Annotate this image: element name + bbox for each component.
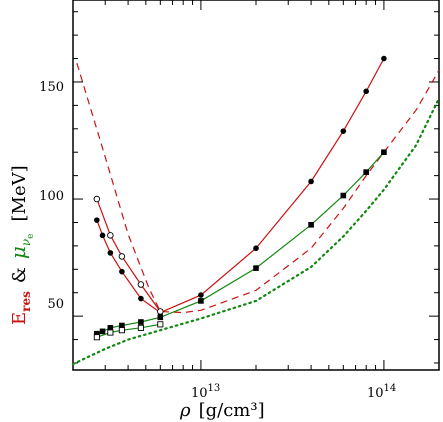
data-point-open-circle xyxy=(93,195,101,203)
plot-frame xyxy=(72,0,440,371)
y-axis-label-mu: μ xyxy=(6,246,30,259)
series-line-red-solid-filled-circles xyxy=(96,58,385,314)
y-axis-label-unit: [MeV] xyxy=(9,165,30,221)
x-axis-label-rho: ρ xyxy=(179,400,191,421)
x-tick-label-1e14: 1014 xyxy=(367,383,396,401)
data-point-filled-circle xyxy=(381,55,387,62)
series-line-green-solid-open-squares xyxy=(96,323,161,338)
data-point-filled-square xyxy=(99,328,106,335)
data-point-filled-square xyxy=(119,322,125,329)
data-point-filled-square xyxy=(308,222,314,228)
data-point-filled-square xyxy=(157,314,164,321)
axis-ticks xyxy=(72,0,440,370)
y-axis-label-res: res xyxy=(19,291,33,312)
data-point-open-circle xyxy=(118,253,126,260)
series-line-green-dotted xyxy=(71,97,441,366)
x-axis-label-unit: [g/cm³] xyxy=(199,400,265,421)
data-point-filled-circle xyxy=(308,178,314,185)
x-tick-mantissa-1e13: 10 xyxy=(191,386,208,401)
data-point-filled-square xyxy=(381,149,387,156)
y-tick-label-100: 100 xyxy=(39,189,64,204)
data-point-filled-square xyxy=(94,330,100,337)
x-tick-label-1e13: 1013 xyxy=(191,383,220,401)
data-point-filled-circle xyxy=(253,245,259,252)
data-point-filled-circle xyxy=(198,292,204,298)
data-point-filled-square xyxy=(138,319,144,325)
data-point-filled-circle xyxy=(138,295,144,302)
series-line-red-dashed xyxy=(76,63,440,314)
data-point-filled-circle xyxy=(99,232,106,239)
data-point-open-square xyxy=(118,327,125,334)
data-point-filled-circle xyxy=(363,88,369,95)
data-point-filled-square xyxy=(107,325,114,331)
data-point-filled-square xyxy=(363,169,369,175)
series-line-red-solid-open-circles xyxy=(96,198,161,312)
data-point-filled-square xyxy=(198,298,204,304)
y-axis-label-nu-sub: e xyxy=(26,233,36,238)
y-tick-label-50: 50 xyxy=(47,297,64,312)
x-tick-mantissa-1e14: 10 xyxy=(367,386,384,401)
data-point-filled-circle xyxy=(94,217,100,223)
data-point-open-square xyxy=(137,324,144,331)
data-point-open-square xyxy=(93,334,100,341)
x-axis-label: ρ [g/cm³] xyxy=(179,400,265,421)
data-point-filled-square xyxy=(340,192,347,199)
x-tick-exponent-1e14: 14 xyxy=(384,383,397,394)
x-tick-exponent-1e13: 13 xyxy=(208,383,221,394)
y-axis-label: Eres & μνe [MeV] xyxy=(6,165,36,325)
y-axis-label-amp: & xyxy=(9,267,30,283)
data-point-open-circle xyxy=(137,281,145,288)
data-point-open-circle xyxy=(107,232,114,239)
y-axis-label-nu: ν xyxy=(19,239,33,246)
data-point-filled-circle xyxy=(107,250,114,256)
data-point-filled-square xyxy=(253,265,259,271)
series-layer xyxy=(71,55,441,366)
data-point-filled-circle xyxy=(340,128,347,134)
data-point-filled-circle xyxy=(119,268,125,275)
y-tick-label-150: 150 xyxy=(39,80,64,95)
y-axis-label-e: E xyxy=(9,312,30,325)
data-point-open-circle xyxy=(157,308,164,315)
data-point-open-square xyxy=(157,321,164,328)
data-point-open-square xyxy=(107,329,114,336)
